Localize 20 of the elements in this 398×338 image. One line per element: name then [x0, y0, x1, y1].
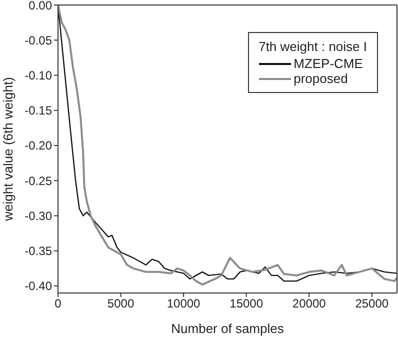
x-tick-label: 20000 — [292, 296, 326, 311]
legend-title: 7th weight : noise I — [258, 39, 367, 54]
y-tick-label: -0.20 — [24, 138, 52, 153]
y-axis-title: weight value (6th weight) — [0, 77, 16, 222]
x-axis-title: Number of samples — [171, 321, 284, 336]
y-tick-label: -0.25 — [24, 174, 52, 188]
y-tick-label: -0.10 — [24, 68, 52, 83]
x-tick-label: 15000 — [230, 296, 264, 311]
x-tick-label: 25000 — [355, 296, 389, 311]
x-tick-label: 5000 — [107, 296, 134, 311]
y-tick-label: 0.00 — [28, 0, 52, 12]
legend-label: proposed — [294, 71, 348, 86]
y-tick-label: -0.35 — [24, 244, 52, 258]
y-tick-label: -0.15 — [24, 104, 52, 118]
x-tick-label: 10000 — [166, 296, 201, 311]
legend-label: MZEP-CME — [294, 56, 363, 71]
x-tick-label: 0 — [54, 296, 62, 311]
y-tick-label: -0.05 — [24, 33, 52, 48]
y-tick-label: -0.40 — [24, 279, 52, 294]
y-tick-label: -0.30 — [24, 208, 52, 223]
